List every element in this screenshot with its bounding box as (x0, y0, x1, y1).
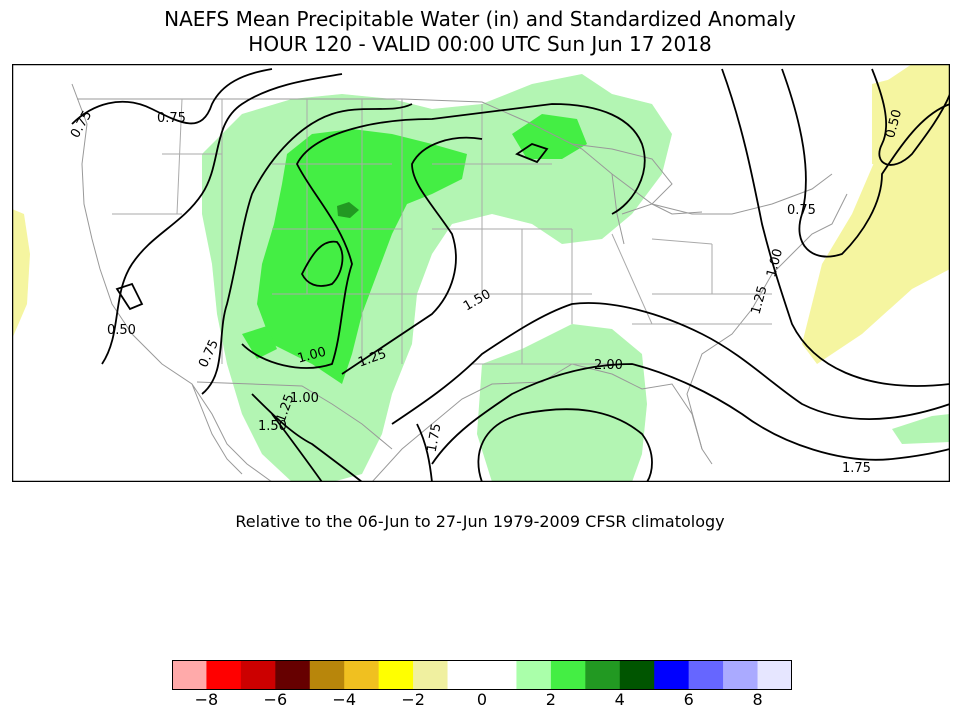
colorbar-swatch (516, 660, 552, 690)
colorbar-tick-label: 0 (476, 690, 488, 709)
contour-line (431, 363, 950, 465)
state-lines (112, 98, 772, 365)
colorbar-swatch (447, 660, 483, 690)
baja-coast (191, 383, 243, 475)
contour-small-loop (515, 143, 549, 164)
contour-label: 0.50 (883, 108, 905, 140)
contour-small-loop (115, 282, 144, 311)
colorbar-frame (172, 660, 792, 690)
colorbar-swatch (413, 660, 448, 690)
climatology-note: Relative to the 06-Jun to 27-Jun 1979-20… (235, 512, 725, 531)
colorbar-swatch (309, 660, 345, 690)
contour-line (391, 302, 950, 425)
contour-line (477, 408, 653, 482)
map-valid-time: HOUR 120 - VALID 00:00 UTC Sun Jun 17 20… (248, 32, 712, 56)
contour-line (341, 136, 483, 375)
colorbar-tick-label: −6 (263, 690, 288, 709)
anomaly-light-green-atlantic (892, 414, 950, 444)
anomaly-dark-green-spot (337, 202, 359, 218)
colorbar-swatch (275, 660, 311, 690)
contour-line (241, 103, 646, 369)
colorbar-tick-label: −2 (401, 690, 425, 709)
anomaly-green-southwest (242, 326, 277, 359)
colorbar-tick-label: 4 (614, 690, 625, 709)
anomaly-yellow-newfoundland (872, 64, 950, 169)
pw-contours (71, 68, 950, 482)
mexico-border (196, 381, 393, 450)
contour-label: 1.50 (258, 419, 287, 434)
contour-label: 1.75 (842, 461, 871, 476)
anomaly-shading (12, 64, 950, 482)
anomaly-colorbar (172, 660, 792, 690)
contour-line (416, 423, 433, 482)
colorbar-ticks: −8 −6 −4 −2 0 2 4 6 8 (0, 690, 960, 720)
east-coast (686, 193, 848, 450)
contour-label: 0.50 (107, 323, 136, 338)
colorbar-swatch (240, 660, 276, 690)
contour-line (781, 68, 950, 258)
colorbar-tick-label: −8 (194, 690, 219, 709)
geographic-boundaries (71, 83, 848, 482)
contour-label: 0.75 (787, 203, 816, 218)
contour-label: 1.50 (461, 287, 494, 314)
colorbar-swatch (482, 660, 517, 690)
colorbar-swatch (585, 660, 621, 690)
colorbar-swatch (723, 660, 758, 690)
map-title: NAEFS Mean Precipitable Water (in) and S… (164, 7, 796, 31)
anomaly-green-great-lakes (512, 114, 587, 159)
contour-label: 1.00 (296, 345, 328, 367)
colorbar-swatch (172, 660, 207, 690)
contour-label: 0.75 (157, 111, 186, 126)
great-lakes-outline (571, 143, 703, 245)
precipitable-water-map: 0.75 0.75 0.50 0.75 0.75 1.00 1.25 1.50 … (12, 64, 950, 482)
colorbar-swatch (619, 660, 655, 690)
colorbar-swatch (378, 660, 414, 690)
contour-label: 2.00 (594, 358, 623, 373)
colorbar-swatch (688, 660, 724, 690)
contour-label: 1.25 (749, 284, 771, 316)
contour-line (201, 103, 413, 395)
contour-line (721, 68, 950, 387)
map-frame (12, 64, 950, 482)
colorbar-swatch (654, 660, 689, 690)
contour-line (871, 68, 950, 166)
colorbar-swatch (757, 660, 792, 690)
colorbar-tick-label: 6 (683, 690, 694, 709)
contour-small-loop (300, 240, 344, 287)
anomaly-light-green-gulf (477, 324, 647, 482)
colorbar-swatch (206, 660, 242, 690)
colorbar-swatch (550, 660, 586, 690)
colorbar-tick-label: 8 (752, 690, 763, 709)
colorbar-tick-label: −4 (332, 690, 357, 709)
colorbar-swatch (344, 660, 379, 690)
contour-label: 1.00 (764, 247, 786, 279)
coastline-west (71, 83, 273, 482)
contour-line (71, 68, 273, 125)
contour-line (251, 393, 363, 482)
contour-line (271, 413, 323, 482)
contour-label: 0.75 (68, 108, 95, 141)
colorbar-tick-label: 2 (545, 690, 556, 709)
anomaly-yellow-pacific (12, 209, 30, 339)
contour-label: 1.75 (425, 422, 445, 453)
contour-label: 1.00 (290, 391, 319, 406)
